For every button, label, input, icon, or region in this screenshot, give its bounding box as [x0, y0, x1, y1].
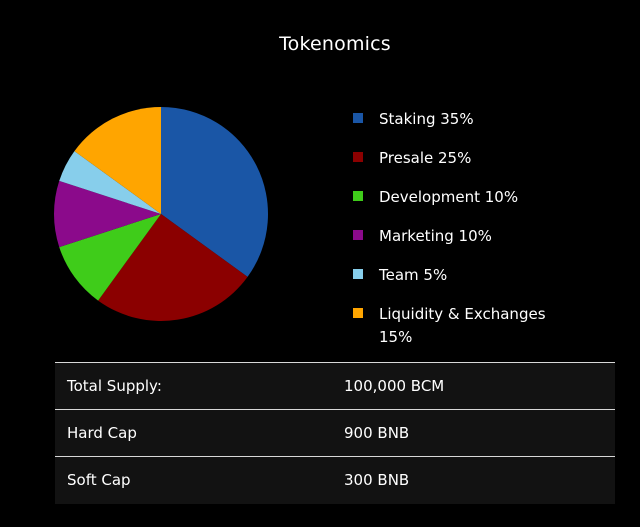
legend-item-team: Team 5%: [353, 264, 553, 303]
legend-item-staking: Staking 35%: [353, 108, 553, 147]
table-row: Total Supply: 100,000 BCM: [55, 362, 615, 410]
legend-label: Team 5%: [379, 266, 448, 284]
pie-slice-development: [59, 214, 161, 301]
legend-label: Liquidity & Exchanges 15%: [379, 305, 546, 346]
legend-swatch: [353, 269, 363, 279]
legend-label: Presale 25%: [379, 149, 472, 167]
pie-slice-presale: [98, 214, 248, 321]
token-info-table: Total Supply: 100,000 BCM Hard Cap 900 B…: [55, 362, 615, 504]
legend-swatch: [353, 152, 363, 162]
page-title: Tokenomics: [279, 32, 391, 55]
table-cell-label: Hard Cap: [55, 409, 332, 457]
pie-slice-staking: [161, 107, 268, 277]
pie-slice-marketing: [53, 180, 161, 248]
legend-label: Staking 35%: [379, 110, 474, 128]
legend-swatch: [353, 191, 363, 201]
tokenomics-pie-chart: [53, 107, 268, 321]
table-row: Hard Cap 900 BNB: [55, 409, 615, 457]
legend-swatch: [353, 230, 363, 240]
table-cell-label: Soft Cap: [55, 456, 332, 504]
pie-slice-liquidity: [74, 107, 161, 214]
legend-item-marketing: Marketing 10%: [353, 225, 553, 264]
legend-swatch: [353, 113, 363, 123]
table-cell-value: 300 BNB: [332, 456, 615, 504]
legend-item-liquidity: Liquidity & Exchanges 15%: [353, 303, 553, 351]
legend-item-development: Development 10%: [353, 186, 553, 225]
table-cell-value: 100,000 BCM: [332, 362, 615, 410]
chart-legend: Staking 35% Presale 25% Development 10% …: [353, 108, 553, 351]
pie-slice-team: [59, 151, 161, 214]
legend-label: Development 10%: [379, 188, 519, 206]
table-cell-label: Total Supply:: [55, 362, 332, 410]
legend-label: Marketing 10%: [379, 227, 492, 245]
table-cell-value: 900 BNB: [332, 409, 615, 457]
legend-swatch: [353, 308, 363, 318]
legend-item-presale: Presale 25%: [353, 147, 553, 186]
table-row: Soft Cap 300 BNB: [55, 456, 615, 504]
